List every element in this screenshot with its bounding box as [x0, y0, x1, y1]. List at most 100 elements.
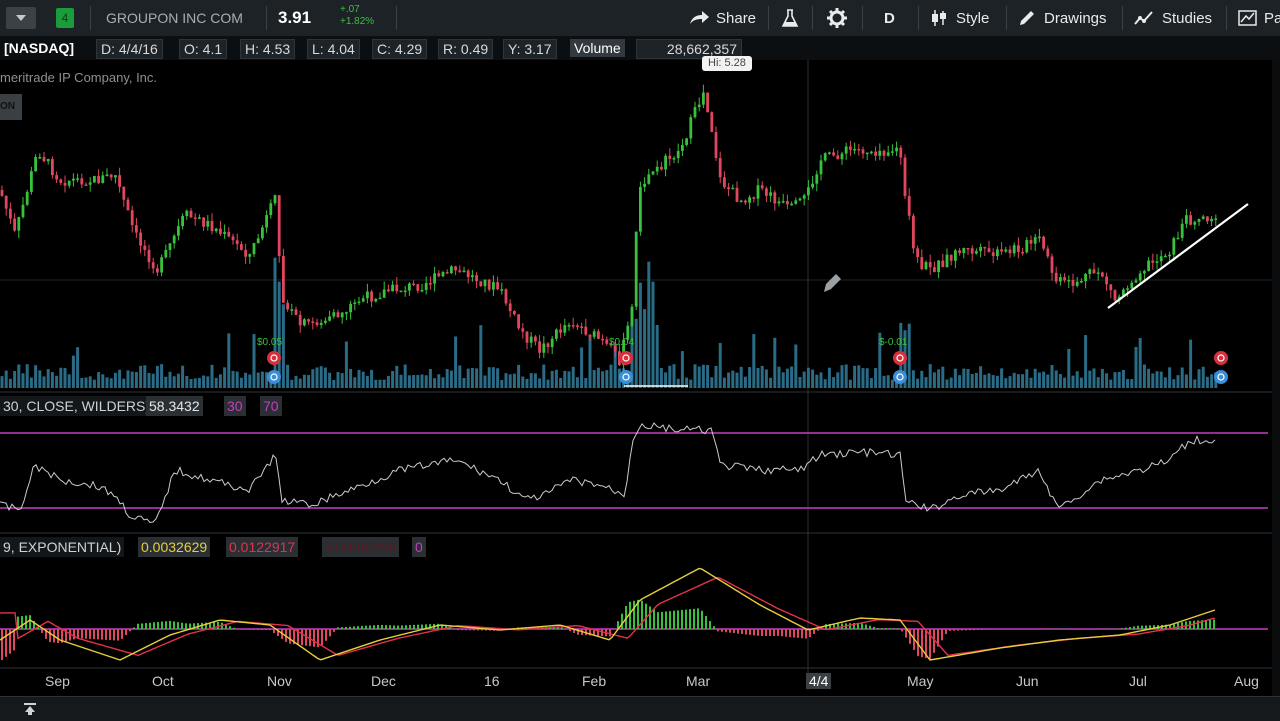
- volume-bar: [547, 380, 550, 388]
- macd-histogram-bar: [73, 629, 75, 639]
- expand-up-button[interactable]: [18, 700, 42, 718]
- volume-bar: [93, 380, 96, 388]
- macd-histogram-bar: [337, 627, 339, 629]
- candle-body: [778, 202, 781, 204]
- macd-histogram-bar: [1177, 623, 1179, 629]
- candle-body: [660, 167, 663, 170]
- company-logo-badge: ON: [0, 94, 22, 120]
- volume-bar: [164, 377, 167, 388]
- macd-histogram-bar: [313, 629, 315, 647]
- candle-body: [1151, 261, 1154, 263]
- studies-button[interactable]: Studies: [1134, 0, 1212, 36]
- volume-bar: [841, 365, 844, 388]
- candle-body: [429, 283, 432, 285]
- macd-zero: 0: [412, 537, 426, 557]
- aggregation-button[interactable]: D: [884, 0, 895, 36]
- style-button[interactable]: Style: [930, 0, 989, 36]
- candle-body: [22, 205, 25, 217]
- candle-body: [265, 215, 268, 227]
- macd-histogram-bar: [5, 629, 7, 657]
- macd-histogram-bar: [389, 625, 391, 629]
- candle-body: [467, 271, 470, 278]
- volume-bar: [589, 336, 592, 388]
- link-group-flag[interactable]: 4: [56, 0, 74, 36]
- volume-bar: [320, 366, 323, 388]
- volume-bar: [127, 370, 130, 388]
- volume-bar: [1160, 372, 1163, 388]
- candle-body: [744, 201, 747, 203]
- macd-histogram-bar: [89, 629, 91, 639]
- volume-bar: [433, 378, 436, 388]
- bar-open: O: 4.1: [179, 39, 227, 59]
- volume-bar: [757, 368, 760, 388]
- macd-histogram-bar: [409, 625, 411, 629]
- candle-body: [143, 246, 146, 250]
- aggregation-label: D: [884, 10, 895, 27]
- volume-bar: [122, 379, 125, 388]
- candle-body: [706, 93, 709, 113]
- macd-histogram-bar: [1121, 628, 1123, 629]
- candle-body: [152, 262, 155, 268]
- macd-histogram-bar: [805, 629, 807, 639]
- volume-bar: [1189, 340, 1192, 388]
- share-button[interactable]: Share: [688, 0, 756, 36]
- volume-bar: [811, 370, 814, 388]
- candle-body: [773, 192, 776, 203]
- volume-bar: [710, 377, 713, 388]
- macd-histogram-bar: [341, 627, 343, 629]
- macd-histogram-bar: [345, 627, 347, 629]
- candle-body: [185, 211, 188, 216]
- candle-body: [17, 217, 20, 231]
- volume-bar: [1156, 371, 1159, 388]
- macd-histogram-bar: [301, 629, 303, 645]
- volume-bar: [471, 368, 474, 388]
- volume-bar: [740, 367, 743, 388]
- macd-histogram-bar: [877, 628, 879, 629]
- volume-bar: [5, 371, 8, 388]
- candle-body: [1139, 273, 1142, 280]
- macd-histogram-bar: [157, 622, 159, 629]
- volume-bar: [282, 304, 285, 388]
- volume-bar: [597, 368, 600, 388]
- candle-body: [757, 185, 760, 198]
- macd-histogram-bar: [49, 629, 51, 642]
- style-label: Style: [956, 10, 989, 27]
- candle-body: [769, 192, 772, 195]
- candle-body: [954, 250, 957, 261]
- volume-bar: [248, 374, 251, 388]
- candle-body: [416, 284, 419, 291]
- drawings-button[interactable]: Drawings: [1018, 0, 1107, 36]
- macd-histogram-bar: [101, 629, 103, 640]
- macd-histogram-bar: [705, 616, 707, 629]
- candle-body: [387, 289, 390, 291]
- volume-bar: [551, 371, 554, 388]
- volume-bar: [101, 374, 104, 388]
- candle-body: [1210, 219, 1213, 221]
- macd-histogram-bar: [641, 601, 643, 629]
- candle-body: [643, 184, 646, 187]
- macd-histogram-bar: [145, 623, 147, 629]
- candle-body: [500, 289, 503, 291]
- macd-histogram-bar: [349, 627, 351, 629]
- candle-body: [652, 172, 655, 175]
- candle-body: [1004, 250, 1007, 252]
- dropdown-button[interactable]: [0, 0, 40, 36]
- candle-body: [929, 262, 932, 267]
- candle-body: [920, 257, 923, 269]
- volume-bar: [580, 347, 583, 388]
- candle-body: [1059, 277, 1062, 281]
- settings-button[interactable]: [826, 0, 848, 36]
- volume-bar: [1076, 371, 1079, 388]
- volume-bar: [43, 376, 46, 388]
- macd-histogram-bar: [801, 629, 803, 638]
- volume-bar: [55, 376, 58, 388]
- macd-histogram-bar: [681, 610, 683, 629]
- volume-bar: [929, 364, 932, 388]
- beaker-button[interactable]: [780, 0, 800, 36]
- pattern-button[interactable]: Pa: [1238, 0, 1280, 36]
- volume-bar: [421, 374, 424, 388]
- candle-body: [337, 312, 340, 317]
- volume-bar: [853, 366, 856, 388]
- macd-histogram-bar: [273, 629, 275, 633]
